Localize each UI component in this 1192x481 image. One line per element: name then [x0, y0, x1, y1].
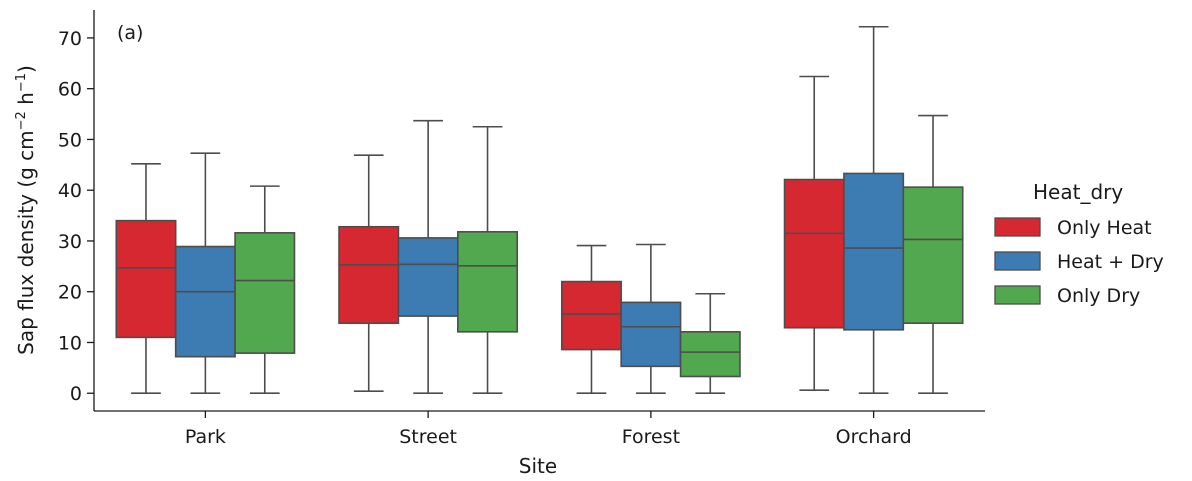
- legend-label: Only Dry: [1057, 285, 1140, 307]
- x-tick-label: Forest: [622, 426, 680, 448]
- y-axis-label: Sap flux density (g cm−2 h−1): [14, 65, 38, 355]
- box: [115, 219, 177, 339]
- y-tick-label: 60: [58, 79, 82, 101]
- box: [902, 186, 964, 324]
- box: [620, 301, 682, 368]
- box: [397, 237, 459, 317]
- y-axis-label-end: ): [14, 65, 38, 73]
- box-group: [843, 25, 905, 395]
- legend: Heat_dry Only Heat Heat + Dry Only Dry: [994, 180, 1164, 307]
- box-group: [174, 152, 236, 395]
- box: [843, 172, 905, 331]
- x-tick-label: Park: [185, 426, 226, 448]
- y-tick-label: 70: [58, 28, 82, 50]
- y-ticks: 0 10 20 30 40 50 60 70: [58, 28, 94, 405]
- x-ticks: Park Street Forest Orchard: [185, 411, 912, 448]
- box: [338, 225, 400, 324]
- legend-swatch: [994, 251, 1041, 271]
- box-group: [560, 244, 622, 395]
- box-group: [338, 154, 400, 393]
- box-group: [397, 119, 459, 395]
- box-group: [457, 125, 519, 395]
- x-tick-label: Street: [399, 426, 457, 448]
- y-tick-label: 40: [58, 180, 82, 202]
- y-tick-label: 10: [58, 332, 82, 354]
- box-group: [679, 292, 741, 395]
- box-group: [783, 75, 845, 391]
- box: [234, 232, 296, 354]
- y-tick-label: 0: [70, 383, 82, 405]
- box: [679, 331, 741, 378]
- box: [457, 231, 519, 333]
- legend-swatch: [994, 217, 1041, 237]
- legend-label: Heat + Dry: [1057, 251, 1164, 273]
- y-tick-label: 30: [58, 231, 82, 253]
- y-axis-label-main: Sap flux density (g cm: [14, 130, 38, 355]
- box: [783, 178, 845, 329]
- x-axis-label: Site: [519, 454, 557, 477]
- legend-items: Only Heat Heat + Dry Only Dry: [994, 217, 1164, 307]
- y-axis-label-sup1: −2: [14, 111, 29, 130]
- legend-label: Only Heat: [1057, 217, 1152, 239]
- y-axis-label-mid: h: [14, 92, 38, 111]
- y-tick-label: 20: [58, 282, 82, 304]
- legend-title: Heat_dry: [1033, 180, 1123, 204]
- box: [174, 245, 236, 358]
- box: [560, 280, 622, 351]
- box-group: [115, 163, 177, 395]
- x-tick-label: Orchard: [836, 426, 912, 448]
- boxes-layer: [115, 25, 964, 395]
- legend-swatch: [994, 285, 1041, 305]
- y-tick-label: 50: [58, 129, 82, 151]
- axes-layer: 0 10 20 30 40 50 60 70 Park Street Forest Orchard: [58, 10, 985, 448]
- panel-label: (a): [117, 22, 143, 44]
- y-axis-label-sup2: −1: [14, 73, 29, 92]
- box-group: [620, 243, 682, 395]
- box-group: [234, 185, 296, 395]
- box-group: [902, 114, 964, 395]
